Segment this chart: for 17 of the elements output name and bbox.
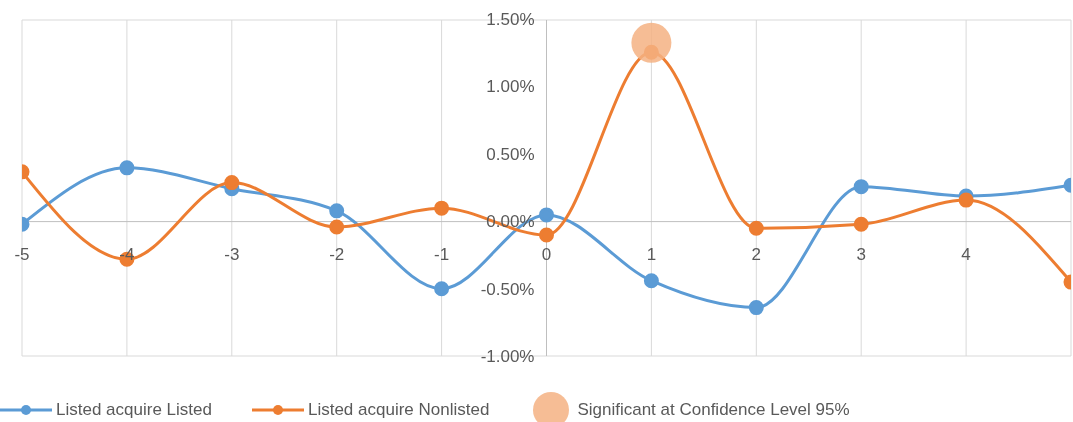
x-tick-label: 1: [646, 245, 657, 265]
legend-label: Significant at Confidence Level 95%: [577, 400, 850, 420]
x-tick-label: 4: [961, 245, 971, 265]
x-tick-label: 3: [856, 245, 866, 265]
x-tick-label: 2: [751, 245, 762, 265]
x-tick-label: 0: [541, 245, 552, 265]
legend-label: Listed acquire Nonlisted: [307, 400, 490, 420]
x-tick-label: -2: [329, 245, 345, 265]
legend-label: Listed acquire Listed: [56, 400, 212, 420]
y-tick-label: 1.00%: [485, 76, 535, 99]
y-tick-label: 1.50%: [485, 9, 535, 31]
x-tick-label: -1: [434, 245, 450, 265]
y-tick-label: 0.50%: [485, 143, 535, 166]
x-tick-label: -3: [224, 245, 240, 265]
x-tick-label: -5: [14, 245, 30, 265]
y-tick-label: -0.50%: [479, 278, 535, 301]
y-tick-label: -1.00%: [479, 346, 535, 368]
